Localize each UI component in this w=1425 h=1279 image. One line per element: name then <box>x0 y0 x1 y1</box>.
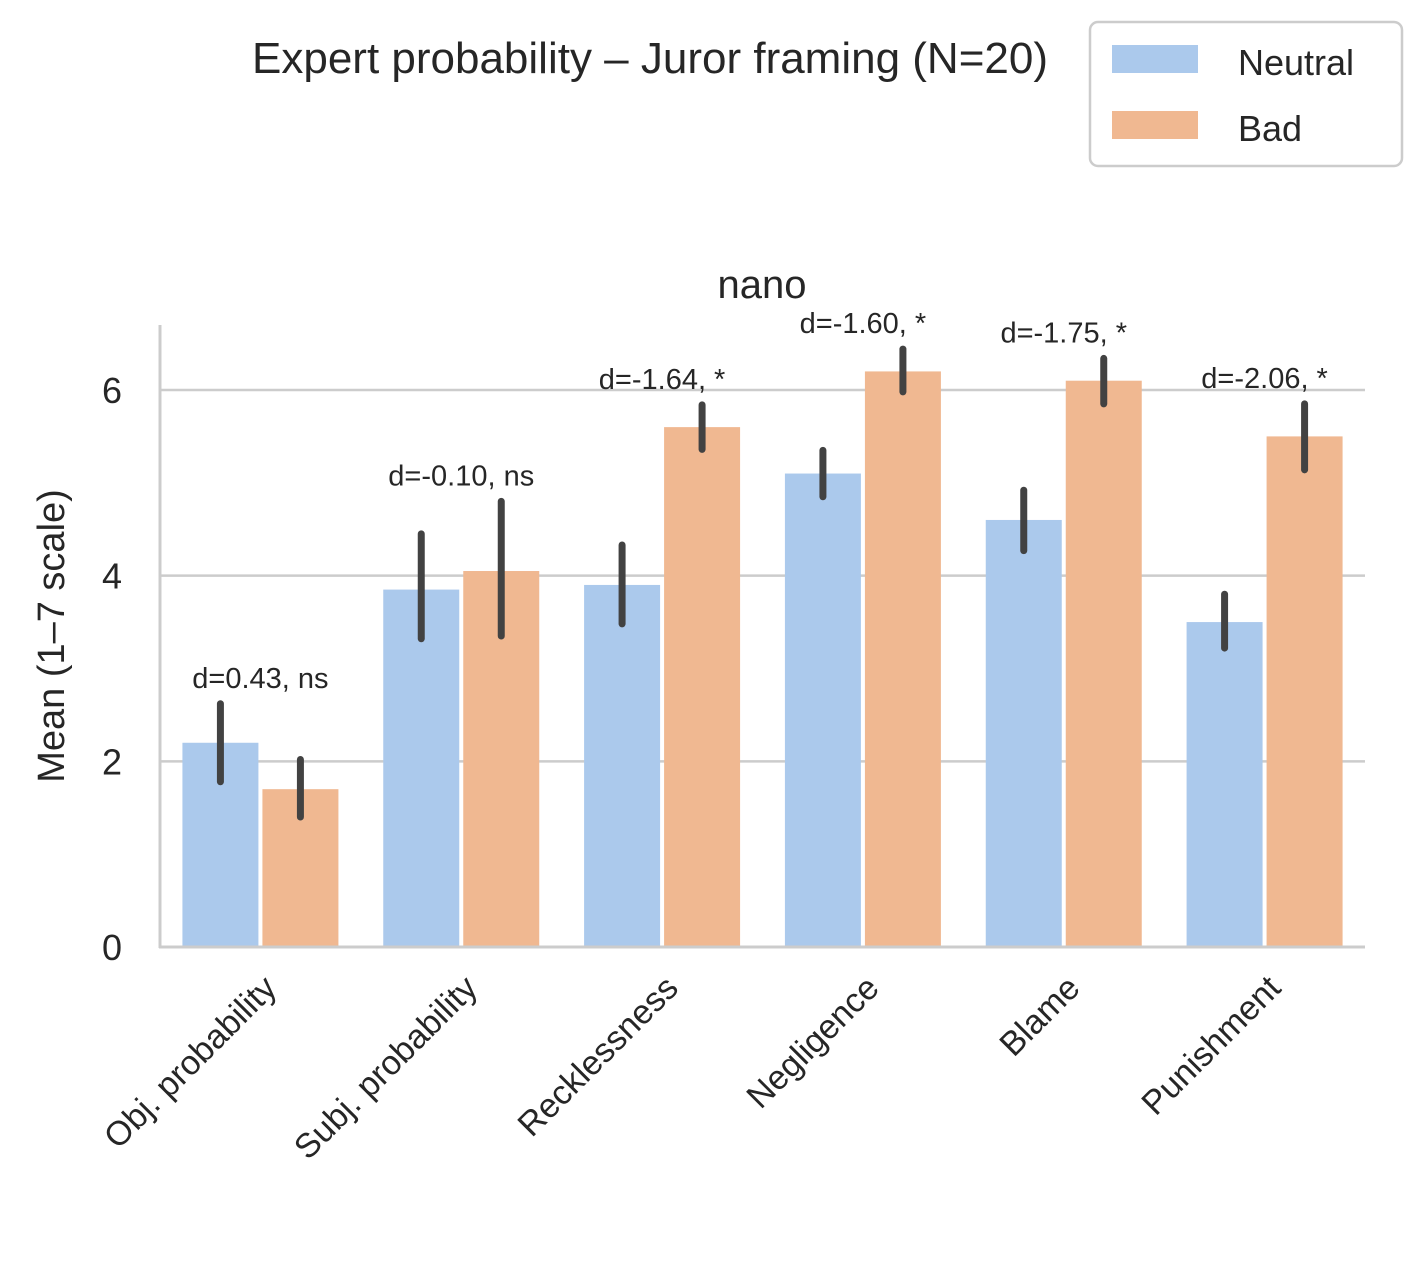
bar-neutral-3 <box>584 584 661 947</box>
effect-size-label: d=-1.75, * <box>1000 317 1127 349</box>
bar-neutral-2 <box>383 589 460 947</box>
gridlines <box>160 388 1365 763</box>
effect-size-label: d=-1.60, * <box>800 308 927 340</box>
chart-title: nano <box>718 263 807 307</box>
x-tick-label: Subj. probability <box>287 969 485 1167</box>
bar-bad-3 <box>664 427 741 948</box>
x-tick-label: Obj. probability <box>97 969 284 1156</box>
x-tick-label: Punishment <box>1134 968 1288 1122</box>
x-tick-label: Recklessness <box>511 969 686 1144</box>
legend-swatch-neutral <box>1112 45 1198 73</box>
y-axis-label: Mean (1–7 scale) <box>31 489 73 783</box>
bar-bad-5 <box>1065 380 1142 947</box>
y-tick-label: 0 <box>102 927 122 968</box>
x-tick-label: Blame <box>992 969 1087 1064</box>
bar-neutral-5 <box>985 519 1062 947</box>
x-tick-labels: Obj. probability Subj. probability Reckles… <box>97 968 1289 1166</box>
y-tick-label: 6 <box>102 370 122 411</box>
effect-size-label: d=-0.10, ns <box>388 460 534 492</box>
bar-bad-4 <box>864 371 941 947</box>
bar-bad-6 <box>1266 436 1343 947</box>
legend-swatch-bad <box>1112 111 1198 139</box>
error-bars <box>216 345 1309 821</box>
bar-neutral-6 <box>1186 622 1263 947</box>
legend-label-neutral: Neutral <box>1238 42 1354 83</box>
chart-suptitle: Expert probability – Juror framing (N=20… <box>252 34 1048 83</box>
bar-neutral-4 <box>784 473 861 947</box>
legend: Neutral Bad <box>1088 20 1404 168</box>
x-tick-label: Negligence <box>739 969 886 1116</box>
axes <box>158 325 1365 949</box>
y-tick-label: 2 <box>102 741 122 782</box>
effect-size-label: d=0.43, ns <box>192 663 328 695</box>
annotations: d=0.43, ns d=-0.10, ns d=-1.64, * d=-1.60, … <box>192 308 1328 695</box>
effect-size-label: d=-1.64, * <box>599 364 726 396</box>
y-tick-label: 4 <box>102 556 122 597</box>
y-tick-labels: 0 2 4 6 <box>102 370 122 968</box>
legend-label-bad: Bad <box>1238 108 1302 149</box>
bars <box>182 371 1343 948</box>
effect-size-label: d=-2.06, * <box>1201 363 1328 395</box>
